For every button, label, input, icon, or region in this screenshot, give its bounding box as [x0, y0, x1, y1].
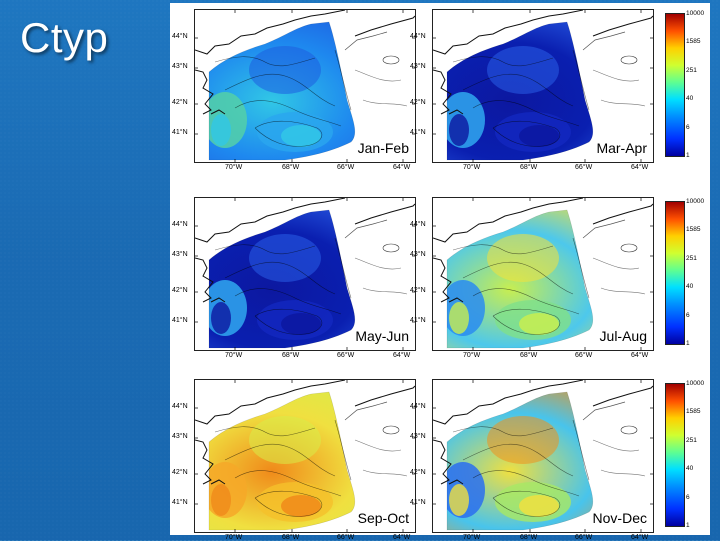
colorbar — [665, 201, 685, 345]
latitude-tick-label: 44°N — [410, 33, 426, 40]
latitude-tick-label: 42°N — [172, 469, 188, 476]
colorbar-tick-label: 251 — [686, 67, 697, 74]
longitude-tick-label: 66°W — [575, 352, 593, 359]
colorbar-tick-label: 6 — [686, 124, 690, 131]
panel-period-label: Sep-Oct — [357, 510, 409, 526]
map-plot — [195, 10, 415, 162]
map-panel: Mar-Apr — [432, 9, 654, 163]
latitude-tick-label: 43°N — [172, 63, 188, 70]
map-panel: Nov-Dec — [432, 379, 654, 533]
longitude-tick-label: 64°W — [393, 164, 411, 171]
longitude-tick-label: 68°W — [282, 164, 300, 171]
colorbar-tick-label: 40 — [686, 465, 694, 472]
longitude-tick-label: 66°W — [337, 534, 355, 541]
latitude-tick-label: 41°N — [172, 499, 188, 506]
map-panel: Jan-Feb — [194, 9, 416, 163]
longitude-tick-label: 70°W — [463, 164, 481, 171]
map-panel: May-Jun — [194, 197, 416, 351]
latitude-tick-label: 43°N — [172, 433, 188, 440]
longitude-tick-label: 70°W — [225, 352, 243, 359]
map-plot — [195, 198, 415, 350]
latitude-tick-label: 42°N — [172, 99, 188, 106]
map-plot — [195, 380, 415, 532]
colorbar-tick-label: 6 — [686, 312, 690, 319]
map-plot — [433, 380, 653, 532]
map-panel: Jul-Aug — [432, 197, 654, 351]
panel-period-label: Jan-Feb — [357, 140, 409, 156]
latitude-tick-label: 41°N — [410, 317, 426, 324]
latitude-tick-label: 42°N — [410, 287, 426, 294]
longitude-tick-label: 70°W — [225, 534, 243, 541]
colorbar-tick-label: 1585 — [686, 226, 701, 233]
panel-period-label: Mar-Apr — [596, 140, 647, 156]
latitude-tick-label: 44°N — [172, 33, 188, 40]
latitude-tick-label: 43°N — [172, 251, 188, 258]
longitude-tick-label: 66°W — [337, 352, 355, 359]
longitude-tick-label: 64°W — [393, 352, 411, 359]
colorbar-tick-label: 1 — [686, 152, 690, 159]
panel-period-label: May-Jun — [355, 328, 409, 344]
latitude-tick-label: 41°N — [172, 317, 188, 324]
latitude-tick-label: 42°N — [172, 287, 188, 294]
colorbar-tick-label: 1585 — [686, 38, 701, 45]
latitude-tick-label: 44°N — [410, 221, 426, 228]
slide-title: Ctyp — [20, 14, 109, 61]
latitude-tick-label: 43°N — [410, 251, 426, 258]
colorbar-tick-label: 40 — [686, 283, 694, 290]
map-figure: Jan-Feb 44°N 43°N 42°N 41°N 70°W 68°W 66°W 64°W M… — [170, 3, 710, 541]
longitude-tick-label: 66°W — [337, 164, 355, 171]
longitude-tick-label: 64°W — [631, 164, 649, 171]
colorbar-tick-label: 6 — [686, 494, 690, 501]
longitude-tick-label: 70°W — [463, 352, 481, 359]
latitude-tick-label: 44°N — [172, 221, 188, 228]
colorbar-tick-label: 40 — [686, 95, 694, 102]
latitude-tick-label: 41°N — [410, 129, 426, 136]
colorbar-tick-label: 251 — [686, 437, 697, 444]
longitude-tick-label: 66°W — [575, 164, 593, 171]
map-plot — [433, 198, 653, 350]
latitude-tick-label: 42°N — [410, 99, 426, 106]
latitude-tick-label: 43°N — [410, 63, 426, 70]
map-panel: Sep-Oct — [194, 379, 416, 533]
colorbar-tick-label: 1 — [686, 340, 690, 347]
longitude-tick-label: 70°W — [463, 534, 481, 541]
colorbar-tick-label: 10000 — [686, 380, 705, 387]
latitude-tick-label: 41°N — [410, 499, 426, 506]
longitude-tick-label: 70°W — [225, 164, 243, 171]
longitude-tick-label: 64°W — [393, 534, 411, 541]
longitude-tick-label: 68°W — [520, 164, 538, 171]
panel-period-label: Nov-Dec — [592, 510, 647, 526]
colorbar-tick-label: 1 — [686, 522, 690, 529]
colorbar-tick-label: 10000 — [686, 198, 705, 205]
latitude-tick-label: 42°N — [410, 469, 426, 476]
longitude-tick-label: 68°W — [282, 352, 300, 359]
colorbar — [665, 383, 685, 527]
latitude-tick-label: 41°N — [172, 129, 188, 136]
panel-period-label: Jul-Aug — [599, 328, 647, 344]
colorbar-tick-label: 10000 — [686, 10, 705, 17]
longitude-tick-label: 64°W — [631, 534, 649, 541]
map-plot — [433, 10, 653, 162]
longitude-tick-label: 66°W — [575, 534, 593, 541]
latitude-tick-label: 43°N — [410, 433, 426, 440]
colorbar — [665, 13, 685, 157]
longitude-tick-label: 68°W — [520, 534, 538, 541]
longitude-tick-label: 68°W — [282, 534, 300, 541]
longitude-tick-label: 68°W — [520, 352, 538, 359]
latitude-tick-label: 44°N — [172, 403, 188, 410]
longitude-tick-label: 64°W — [631, 352, 649, 359]
colorbar-tick-label: 251 — [686, 255, 697, 262]
colorbar-tick-label: 1585 — [686, 408, 701, 415]
latitude-tick-label: 44°N — [410, 403, 426, 410]
